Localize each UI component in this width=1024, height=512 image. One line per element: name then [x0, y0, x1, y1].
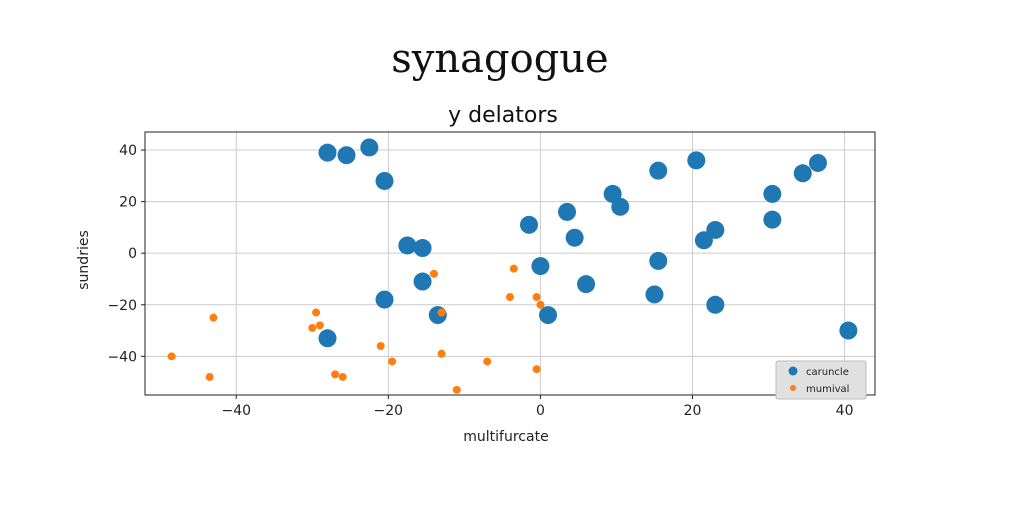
- data-point-caruncle: [763, 210, 782, 229]
- data-point-caruncle: [558, 202, 577, 221]
- legend-marker-mumival: [790, 385, 796, 391]
- data-point-mumival: [506, 293, 514, 302]
- data-point-caruncle: [398, 236, 417, 255]
- data-point-caruncle: [706, 220, 725, 239]
- data-point-caruncle: [318, 143, 337, 162]
- data-point-caruncle: [531, 257, 550, 276]
- data-point-caruncle: [649, 251, 668, 270]
- x-tick-label: −40: [221, 403, 251, 419]
- data-point-mumival: [536, 300, 545, 309]
- y-axis-label: sundries: [76, 230, 92, 289]
- data-point-mumival: [209, 313, 218, 322]
- x-tick-label: 20: [684, 403, 702, 419]
- data-point-mumival: [376, 342, 385, 351]
- x-tick-label: −20: [374, 403, 404, 419]
- data-point-mumival: [509, 264, 518, 273]
- chart-subtitle: y delators: [448, 103, 558, 128]
- data-point-caruncle: [539, 306, 558, 325]
- x-axis-label: multifurcate: [463, 429, 548, 445]
- legend-label-mumival: mumival: [806, 384, 849, 395]
- x-tick-label: 40: [836, 403, 854, 419]
- legend: caruncle mumival: [775, 360, 867, 400]
- data-point-caruncle: [793, 164, 812, 183]
- data-point-mumival: [532, 293, 541, 302]
- data-point-caruncle: [337, 146, 356, 165]
- legend-label-caruncle: caruncle: [806, 367, 849, 378]
- data-point-mumival: [331, 370, 340, 379]
- data-point-caruncle: [565, 228, 584, 247]
- data-point-mumival: [338, 372, 347, 381]
- data-point-mumival: [452, 385, 461, 394]
- y-tick-label: 40: [119, 143, 137, 159]
- data-point-caruncle: [375, 290, 394, 309]
- data-point-caruncle: [520, 215, 539, 234]
- y-tick-label: 20: [119, 195, 137, 211]
- data-point-caruncle: [706, 295, 725, 314]
- data-point-caruncle: [413, 239, 432, 258]
- axis-ticks: −40 −20 0 20 40 −40 −20 0 20 40: [107, 143, 853, 419]
- data-point-mumival: [312, 308, 321, 317]
- data-point-caruncle: [808, 153, 827, 172]
- data-point-caruncle: [763, 184, 782, 203]
- data-point-mumival: [205, 372, 214, 381]
- data-point-caruncle: [318, 329, 337, 348]
- data-point-caruncle: [645, 285, 664, 304]
- y-tick-label: 0: [128, 246, 137, 262]
- grid-lines: [145, 132, 875, 395]
- data-point-caruncle: [413, 272, 432, 291]
- data-point-caruncle: [839, 321, 858, 340]
- chart-title: synagogue: [391, 36, 608, 82]
- data-point-mumival: [315, 321, 324, 330]
- data-point-caruncle: [687, 151, 706, 170]
- data-point-mumival: [429, 269, 438, 278]
- data-point-mumival: [167, 352, 176, 361]
- y-tick-label: −20: [107, 298, 137, 314]
- data-point-caruncle: [649, 161, 668, 180]
- data-points: [167, 138, 858, 394]
- legend-marker-caruncle: [788, 366, 798, 376]
- data-point-mumival: [388, 357, 397, 366]
- data-point-caruncle: [360, 138, 379, 157]
- x-tick-label: 0: [536, 403, 545, 419]
- data-point-mumival: [532, 365, 541, 374]
- y-tick-label: −40: [107, 349, 137, 365]
- data-point-mumival: [437, 308, 446, 317]
- data-point-caruncle: [577, 275, 596, 294]
- data-point-caruncle: [375, 171, 394, 190]
- data-point-mumival: [308, 323, 317, 332]
- data-point-caruncle: [694, 231, 713, 250]
- data-point-caruncle: [611, 197, 630, 216]
- plot-frame: [144, 131, 876, 396]
- legend-box: [775, 360, 867, 400]
- data-point-mumival: [483, 357, 492, 366]
- data-point-mumival: [437, 349, 446, 358]
